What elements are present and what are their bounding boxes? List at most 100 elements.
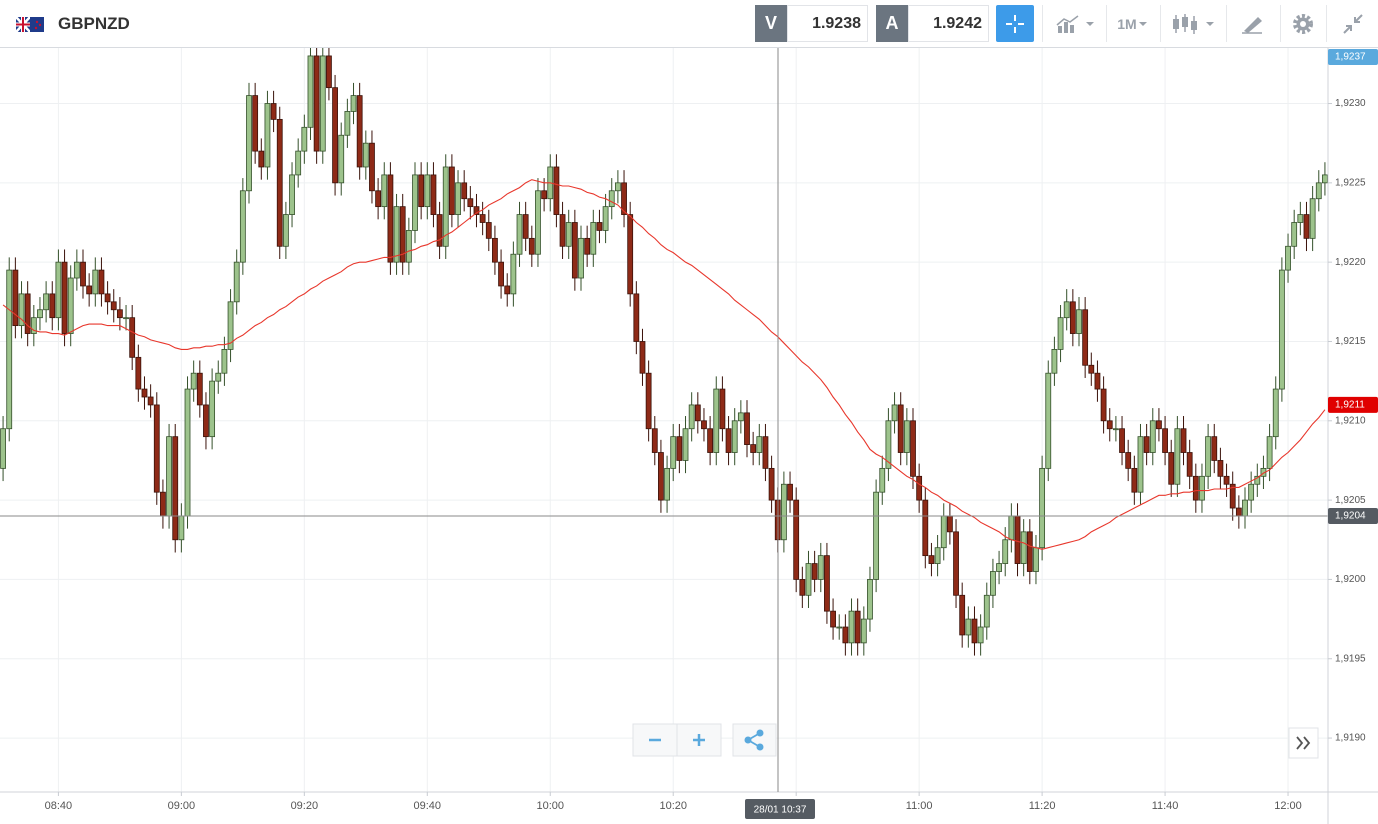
candle-body [350, 95, 357, 112]
candle-body [455, 182, 461, 215]
scroll-latest-button[interactable] [1288, 727, 1319, 759]
candle-body [80, 261, 86, 287]
candle-body [1254, 475, 1261, 485]
candle-body [18, 293, 25, 327]
candle-body [24, 293, 31, 334]
collapse-button[interactable] [1334, 5, 1372, 42]
share-button[interactable] [732, 723, 777, 757]
candle-body [1008, 515, 1015, 541]
candle-body [30, 317, 37, 334]
candle-body [430, 174, 437, 215]
candle-body [541, 190, 548, 200]
candle-body [990, 571, 996, 596]
candle-body [356, 95, 363, 168]
candle-body [73, 261, 80, 279]
draw-button[interactable] [1232, 5, 1272, 42]
candle-body [682, 428, 689, 461]
buy-label[interactable]: A [876, 5, 908, 42]
candle-body [756, 436, 763, 453]
candle-body [1106, 420, 1113, 430]
candle-body [516, 214, 523, 255]
x-tick-label: 09:00 [168, 800, 196, 812]
candle-body [289, 174, 295, 215]
sell-price[interactable]: 1.9238 [787, 5, 868, 42]
candle-body [842, 626, 849, 644]
candle-body [590, 222, 597, 255]
candle-body [1100, 388, 1107, 422]
candle-body [670, 436, 677, 469]
x-tick-label: 11:00 [906, 800, 933, 812]
candle-body [61, 261, 68, 334]
candle-body [1235, 507, 1242, 517]
candle-body [49, 293, 56, 319]
buy-price[interactable]: 1.9242 [908, 5, 989, 42]
zoom-in-button[interactable] [676, 723, 722, 757]
candle-body [141, 388, 148, 398]
candle-body [12, 269, 19, 327]
candle-body [6, 269, 13, 430]
candle-body [504, 285, 511, 295]
candle-body [854, 610, 861, 644]
candle-body [1125, 452, 1132, 469]
candle-body [922, 499, 929, 557]
candle-body [178, 515, 185, 541]
candle-body [1020, 531, 1027, 564]
candle-body [264, 103, 271, 168]
candle-body [1248, 483, 1255, 501]
axes: 1,9190 1,9195 1,9200 1,9205 1,9210 1,9215 1,92… [45, 49, 1378, 812]
chart-type-button[interactable] [1168, 5, 1220, 42]
candle-body [1051, 349, 1058, 374]
candle-body [1168, 452, 1175, 485]
candle-body [239, 190, 246, 263]
crosshair-time-label: 28/01 10:37 [754, 805, 807, 816]
candle-body [338, 134, 345, 184]
candle-body [824, 555, 830, 612]
candle-body [123, 317, 129, 320]
candle-body [129, 317, 136, 358]
candle-body [793, 499, 800, 580]
candle-body [227, 301, 234, 350]
crosshair-button[interactable] [996, 5, 1034, 42]
candle-body [295, 150, 302, 176]
candle-body [1266, 436, 1273, 469]
x-tick-label: 08:40 [45, 800, 73, 812]
candle-body [688, 404, 695, 430]
candle-body [1285, 245, 1291, 271]
candle-body [1303, 214, 1310, 239]
settings-button[interactable] [1286, 5, 1320, 42]
indicators-button[interactable] [1050, 5, 1100, 42]
x-tick-label: 10:20 [659, 800, 687, 812]
crosshair-price-box [1328, 507, 1378, 524]
toolbar: GBPNZD V 1.9238 A 1.9242 1M [0, 0, 1378, 48]
candle-body [608, 190, 615, 208]
candle-body [166, 436, 172, 517]
y-tick-label: 1,9210 [1335, 415, 1366, 426]
candle-body [442, 166, 449, 247]
candle-body [172, 436, 179, 541]
y-tick-label: 1,9200 [1335, 574, 1366, 585]
candle-body [313, 55, 320, 152]
grid [0, 48, 1328, 792]
candle-body [965, 618, 972, 636]
candle-body [1186, 452, 1193, 477]
candle-body [375, 190, 382, 208]
candle-body [1002, 539, 1009, 564]
timeframe-button[interactable]: 1M [1112, 5, 1154, 42]
crosshair-time-box [745, 799, 815, 819]
candle-body [1137, 436, 1144, 493]
candle-body [1069, 301, 1076, 334]
candle-body [1291, 222, 1298, 247]
candle-body [1131, 467, 1138, 493]
candle-body [1309, 198, 1316, 239]
zoom-out-button[interactable] [632, 723, 678, 757]
candle-body [744, 412, 750, 445]
x-tick-label: 11:40 [1152, 800, 1179, 812]
candle-body [258, 150, 265, 168]
candle-body [332, 87, 338, 184]
candle-body [1217, 460, 1224, 477]
sell-label[interactable]: V [755, 5, 787, 42]
candle-body [528, 237, 535, 255]
candle-body [867, 579, 873, 620]
candle-body [522, 214, 529, 239]
